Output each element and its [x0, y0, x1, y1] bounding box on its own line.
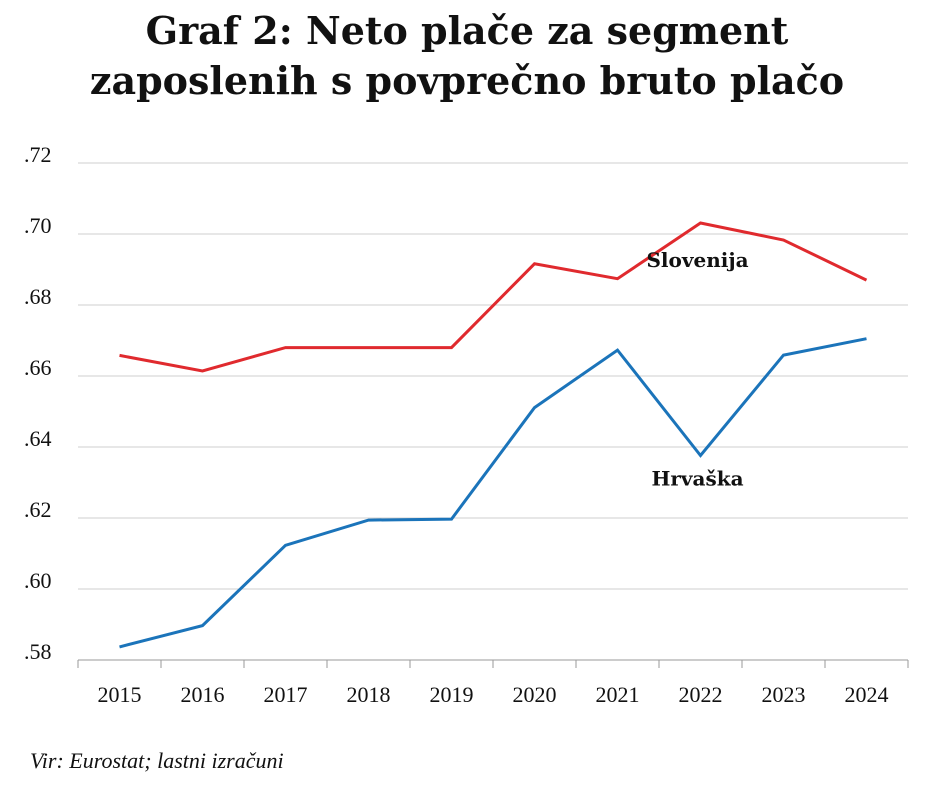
y-tick-label: .62 [24, 497, 52, 522]
y-tick-label: .70 [24, 213, 52, 238]
x-tick-label: 2016 [181, 682, 225, 707]
x-tick-label: 2021 [596, 682, 640, 707]
x-tick-label: 2024 [845, 682, 889, 707]
x-tick-label: 2023 [762, 682, 806, 707]
chart-title: Graf 2: Neto plače za segment zaposlenih… [0, 6, 934, 106]
x-tick-label: 2015 [98, 682, 142, 707]
x-tick-label: 2022 [679, 682, 723, 707]
y-tick-label: .58 [24, 639, 52, 664]
x-tick-label: 2019 [430, 682, 474, 707]
y-tick-label: .64 [24, 426, 52, 451]
y-tick-label: .68 [24, 284, 52, 309]
series-line-slovenija [119, 221, 868, 373]
series-label-hrvaska: Hrvaška [651, 467, 743, 491]
source-note: Vir: Eurostat; lastni izračuni [30, 748, 284, 773]
x-tick-label: 2017 [264, 682, 308, 707]
y-tick-label: .60 [24, 568, 52, 593]
x-tick-label: 2020 [513, 682, 557, 707]
y-tick-label: .66 [24, 355, 52, 380]
y-tick-label: .72 [24, 142, 52, 167]
chart-title-line-2: zaposlenih s povprečno bruto plačo [89, 58, 845, 103]
x-tick-label: 2018 [347, 682, 391, 707]
series-line-hrvaska [119, 337, 867, 649]
series-label-slovenija: Slovenija [646, 248, 748, 272]
chart-title-line-1: Graf 2: Neto plače za segment [145, 8, 789, 53]
